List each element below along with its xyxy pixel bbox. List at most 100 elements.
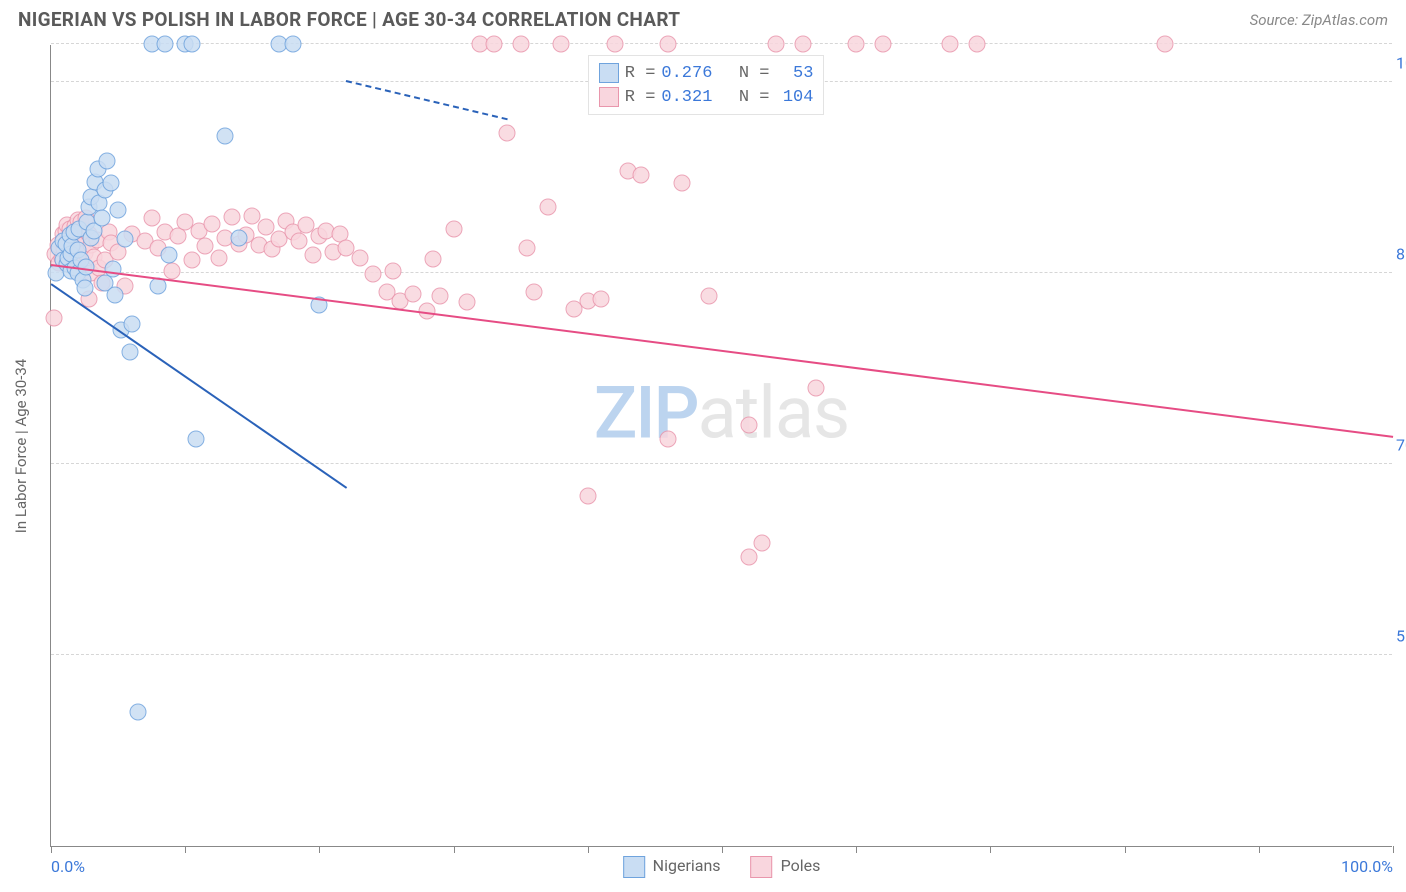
point-nigerian xyxy=(107,286,124,303)
x-tick xyxy=(1393,846,1394,853)
x-tick xyxy=(185,846,186,853)
point-polish xyxy=(1156,36,1173,53)
point-polish xyxy=(445,220,462,237)
x-tick-label: 100.0% xyxy=(1341,857,1393,876)
point-nigerian xyxy=(230,229,247,246)
point-polish xyxy=(767,36,784,53)
point-nigerian xyxy=(110,201,127,218)
series-legend-item: Poles xyxy=(751,856,821,878)
grid-line xyxy=(51,654,1392,655)
point-polish xyxy=(807,379,824,396)
point-polish xyxy=(485,36,502,53)
y-tick-label: 70.0% xyxy=(1394,436,1406,455)
legend-swatch-icon xyxy=(599,87,619,107)
point-polish xyxy=(875,36,892,53)
y-tick-label: 55.0% xyxy=(1394,627,1406,646)
series-label: Nigerians xyxy=(653,856,721,875)
point-polish xyxy=(968,36,985,53)
grid-line xyxy=(51,43,1392,44)
point-polish xyxy=(432,288,449,305)
x-tick xyxy=(1259,846,1260,853)
point-nigerian xyxy=(183,36,200,53)
series-legend: Nigerians Poles xyxy=(623,856,821,878)
point-polish xyxy=(405,285,422,302)
point-polish xyxy=(385,262,402,279)
grid-line xyxy=(51,272,1392,273)
x-tick xyxy=(588,846,589,853)
trend-nigerian xyxy=(50,284,347,490)
point-polish xyxy=(593,290,610,307)
point-nigerian xyxy=(187,430,204,447)
point-polish xyxy=(291,233,308,250)
chart-title: NIGERIAN VS POLISH IN LABOR FORCE | AGE … xyxy=(18,8,680,31)
point-polish xyxy=(183,252,200,269)
point-polish xyxy=(552,36,569,53)
legend-n-value: 53 xyxy=(775,64,813,83)
point-nigerian xyxy=(130,704,147,721)
series-label: Poles xyxy=(781,856,821,875)
point-nigerian xyxy=(284,36,301,53)
legend-swatch-icon xyxy=(599,63,619,83)
plot-area: In Labor Force | Age 30-34 ZIPatlas 55.0… xyxy=(50,45,1392,847)
point-polish xyxy=(143,210,160,227)
point-polish xyxy=(606,36,623,53)
legend-n-label: N = xyxy=(718,88,769,107)
x-tick xyxy=(51,846,52,853)
trend-nigerian-ext xyxy=(346,80,507,120)
x-tick xyxy=(856,846,857,853)
legend-n-label: N = xyxy=(718,64,769,83)
legend-r-label: R = xyxy=(625,64,656,83)
point-polish xyxy=(633,167,650,184)
point-nigerian xyxy=(161,247,178,264)
point-polish xyxy=(224,209,241,226)
legend-n-value: 104 xyxy=(775,88,813,107)
point-polish xyxy=(204,215,221,232)
point-polish xyxy=(499,125,516,142)
point-nigerian xyxy=(157,36,174,53)
legend-row: R = 0.276 N = 53 xyxy=(599,61,814,85)
point-polish xyxy=(163,262,180,279)
point-nigerian xyxy=(123,316,140,333)
point-polish xyxy=(459,294,476,311)
x-tick xyxy=(722,846,723,853)
point-polish xyxy=(304,247,321,264)
point-polish xyxy=(700,288,717,305)
point-polish xyxy=(519,239,536,256)
point-polish xyxy=(526,284,543,301)
point-polish xyxy=(942,36,959,53)
point-polish xyxy=(660,430,677,447)
series-legend-item: Nigerians xyxy=(623,856,721,878)
x-tick xyxy=(454,846,455,853)
point-nigerian xyxy=(103,174,120,191)
point-polish xyxy=(848,36,865,53)
point-polish xyxy=(45,309,62,326)
point-nigerian xyxy=(116,230,133,247)
point-polish xyxy=(425,251,442,268)
series-swatch-icon xyxy=(623,856,645,878)
point-polish xyxy=(754,535,771,552)
legend-row: R = 0.321 N = 104 xyxy=(599,85,814,109)
point-polish xyxy=(740,549,757,566)
point-nigerian xyxy=(99,153,116,170)
point-nigerian xyxy=(76,280,93,297)
y-tick-label: 100.0% xyxy=(1394,54,1406,73)
point-nigerian xyxy=(93,210,110,227)
series-swatch-icon xyxy=(751,856,773,878)
x-tick xyxy=(319,846,320,853)
x-tick xyxy=(1125,846,1126,853)
point-nigerian xyxy=(104,261,121,278)
legend-r-value: 0.276 xyxy=(661,64,712,83)
y-axis-label: In Labor Force | Age 30-34 xyxy=(12,358,30,532)
point-polish xyxy=(512,36,529,53)
point-polish xyxy=(210,249,227,266)
legend-r-value: 0.321 xyxy=(661,88,712,107)
legend-r-label: R = xyxy=(625,88,656,107)
point-polish xyxy=(365,266,382,283)
x-tick-label: 0.0% xyxy=(51,857,85,876)
point-polish xyxy=(673,174,690,191)
grid-line xyxy=(51,463,1392,464)
x-tick xyxy=(990,846,991,853)
trend-polish xyxy=(51,264,1393,438)
point-polish xyxy=(740,416,757,433)
point-nigerian xyxy=(217,127,234,144)
